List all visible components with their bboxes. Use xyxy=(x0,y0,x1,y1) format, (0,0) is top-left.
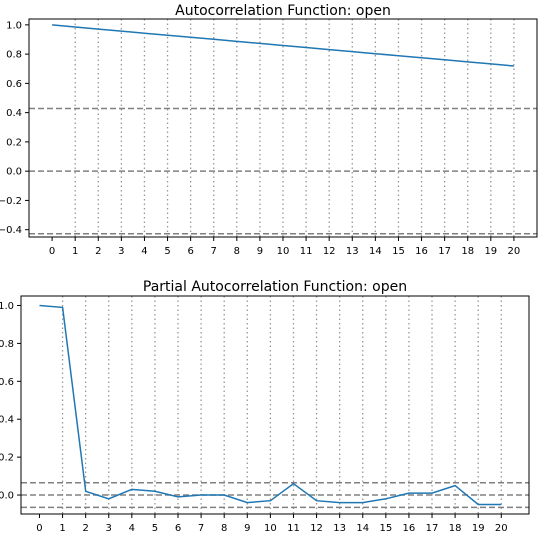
pacf-y-tick-label: 0.4 xyxy=(0,415,14,426)
pacf-x-tick-label: 18 xyxy=(449,523,462,534)
pacf-x-tick-label: 13 xyxy=(333,523,346,534)
pacf-y-tick-label: 0.6 xyxy=(0,377,14,388)
acf-x-tick-label: 1 xyxy=(72,246,78,257)
acf-y-tick-label: 0.8 xyxy=(6,50,22,61)
acf-x-tick-label: 14 xyxy=(369,246,382,257)
acf-x-tick-label: 11 xyxy=(300,246,313,257)
pacf-x-tick-label: 5 xyxy=(152,523,158,534)
acf-y-tick-label: 0.4 xyxy=(6,108,22,119)
acf-x-tick-label: 8 xyxy=(234,246,240,257)
pacf-x-tick-label: 3 xyxy=(106,523,112,534)
pacf-x-tick-label: 14 xyxy=(356,523,369,534)
acf-y-tick-label: 0.2 xyxy=(6,137,22,148)
pacf-chart: Partial Autocorrelation Function: open 0 1… xyxy=(0,279,530,534)
acf-x-tick-label: 6 xyxy=(187,246,193,257)
acf-y-tick-label: −0.4 xyxy=(0,225,22,236)
pacf-x-tick-label: 1 xyxy=(59,523,65,534)
acf-x-tick-label: 15 xyxy=(392,246,405,257)
acf-y-tick-label: −0.2 xyxy=(0,196,22,207)
acf-y-tick-label: 0.6 xyxy=(6,79,22,90)
pacf-y-tick-label: 0.0 xyxy=(0,491,14,502)
pacf-x-tick-label: 4 xyxy=(129,523,135,534)
pacf-x-tick-label: 10 xyxy=(264,523,277,534)
acf-x-tick-label: 17 xyxy=(438,246,451,257)
pacf-title: Partial Autocorrelation Function: open xyxy=(143,279,407,295)
acf-title: Autocorrelation Function: open xyxy=(175,3,391,19)
acf-x-tick-label: 13 xyxy=(346,246,359,257)
pacf-axes-frame xyxy=(20,295,530,515)
pacf-x-tick-label: 15 xyxy=(379,523,392,534)
pacf-y-tick-label: 1.0 xyxy=(0,301,14,312)
pacf-x-tick-label: 12 xyxy=(310,523,323,534)
pacf-x-tick-label: 19 xyxy=(472,523,485,534)
pacf-y-tick-label: 0.8 xyxy=(0,339,14,350)
acf-x-tick-label: 16 xyxy=(415,246,428,257)
acf-x-tick-label: 0 xyxy=(49,246,55,257)
acf-x-tick-label: 4 xyxy=(141,246,147,257)
acf-x-tick-label: 3 xyxy=(118,246,124,257)
acf-y-tick-label: 0.0 xyxy=(6,167,22,178)
pacf-x-tick-label: 17 xyxy=(426,523,439,534)
pacf-x-tick-label: 8 xyxy=(221,523,227,534)
acf-x-tick-label: 9 xyxy=(257,246,263,257)
pacf-x-tick-label: 0 xyxy=(36,523,42,534)
acf-x-tick-label: 19 xyxy=(484,246,497,257)
acf-x-tick-label: 5 xyxy=(164,246,170,257)
acf-x-tick-label: 12 xyxy=(323,246,336,257)
pacf-x-tick-label: 16 xyxy=(403,523,416,534)
acf-x-tick-label: 20 xyxy=(508,246,521,257)
pacf-series-line xyxy=(39,304,502,506)
acf-x-tick-label: 18 xyxy=(461,246,474,257)
pacf-x-tick-label: 2 xyxy=(82,523,88,534)
acf-x-tick-label: 7 xyxy=(211,246,217,257)
acf-x-tick-label: 10 xyxy=(277,246,290,257)
acf-x-tick-label: 2 xyxy=(95,246,101,257)
pacf-x-tick-label: 7 xyxy=(198,523,204,534)
pacf-y-tick-label: 0.2 xyxy=(0,453,14,464)
pacf-x-tick-label: 6 xyxy=(175,523,181,534)
acf-y-tick-label: 1.0 xyxy=(6,20,22,31)
pacf-x-tick-label: 11 xyxy=(287,523,300,534)
acf-series-line xyxy=(52,24,514,67)
pacf-x-tick-label: 9 xyxy=(244,523,250,534)
pacf-x-tick-label: 20 xyxy=(495,523,508,534)
